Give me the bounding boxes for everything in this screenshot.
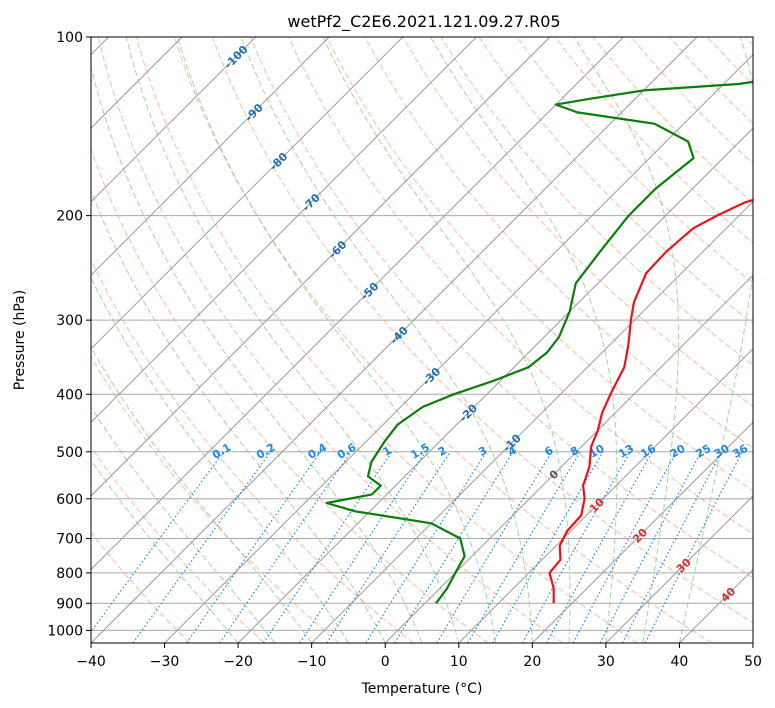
isotherm-line <box>458 348 753 643</box>
dry-adiabat-line <box>135 37 638 643</box>
mixing-ratio-line <box>326 451 451 643</box>
moist-adiabat-line <box>91 189 386 643</box>
mixing-ratio-line <box>262 451 393 643</box>
y-tick-label: 400 <box>56 387 83 403</box>
isotherm-line <box>91 37 404 350</box>
dry-adiabat-line <box>516 37 753 284</box>
dry-adiabat-line <box>173 37 713 643</box>
y-tick-label: 600 <box>56 492 83 508</box>
isotherm-line <box>91 37 551 497</box>
mixing-ratio-line <box>219 451 352 643</box>
y-tick-label: 300 <box>56 313 83 329</box>
plot-frame <box>90 36 754 644</box>
x-tick-label: −40 <box>76 654 106 670</box>
y-tick-label: 200 <box>56 209 83 225</box>
axes: −40 −30 −20 −10 0 10 20 30 40 50 100 200 300 400 500 60… <box>47 30 762 670</box>
isotherm-line <box>237 127 753 643</box>
dewpoint-profile-line <box>325 80 753 604</box>
mixing-ratio-line <box>186 451 321 643</box>
mixing-ratio-line <box>299 451 426 643</box>
isotherm-line <box>91 37 698 643</box>
dry-adiabat-line <box>326 37 753 492</box>
dry-adiabat-line <box>91 355 340 643</box>
moist-adiabat-line <box>91 64 423 643</box>
isotherm-line <box>164 53 753 643</box>
mixing-ratio-line <box>436 451 553 643</box>
x-tick-label: −30 <box>150 654 180 670</box>
x-tick-label: −20 <box>223 654 253 670</box>
y-axis-title: Pressure (hPa) <box>12 290 28 390</box>
mixing-ratio-line <box>91 451 225 633</box>
x-tick-label: 40 <box>671 654 689 670</box>
isotherm-line <box>91 37 624 571</box>
y-tick-label: 800 <box>56 566 83 582</box>
dry-adiabat-line <box>211 37 753 624</box>
mixing-ratio-line <box>521 451 631 643</box>
dry-adiabat-line <box>91 148 489 643</box>
moist-adiabat-line <box>322 37 571 643</box>
mixing-ratio-line <box>365 451 487 643</box>
dry-adiabat-line <box>91 445 265 643</box>
y-tick-label: 1000 <box>47 623 83 639</box>
moist-adiabat-line <box>573 37 679 643</box>
isotherm-line <box>91 37 330 276</box>
x-tick-label: 30 <box>597 654 615 670</box>
y-tick-label: 700 <box>56 532 83 548</box>
x-tick-label: 20 <box>523 654 541 670</box>
moist-adiabat-line <box>125 37 460 643</box>
y-tick-label: 900 <box>56 596 83 612</box>
x-tick-label: 0 <box>381 654 390 670</box>
isotherm-line <box>531 421 753 643</box>
mixing-ratio-line <box>132 451 272 643</box>
y-tick-label: 100 <box>56 30 83 46</box>
moist-adiabat-line <box>240 37 533 643</box>
isotherm-line <box>384 274 753 643</box>
x-tick-label: 10 <box>450 654 468 670</box>
dry-adiabat-line <box>91 531 191 643</box>
chart-title: wetPf2_C2E6.2021.121.09.27.R05 <box>287 12 560 32</box>
y-tick-label: 500 <box>56 445 83 461</box>
temperature-profile-line <box>548 198 753 604</box>
isotherm-line <box>91 37 477 424</box>
dry-adiabat-line <box>440 37 753 366</box>
isotherm-line <box>91 37 257 203</box>
moist-adiabat-line <box>91 406 276 643</box>
moist-adiabat-line <box>91 459 239 643</box>
moist-adiabat-line <box>91 276 349 643</box>
x-axis-title: Temperature (°C) <box>361 681 483 697</box>
isotherm-line <box>605 495 753 643</box>
dry-adiabat-line <box>97 37 563 643</box>
moist-adiabat-line <box>176 37 497 643</box>
x-tick-label: 50 <box>744 654 762 670</box>
mixing-ratio-line <box>572 451 678 643</box>
x-tick-label: −10 <box>297 654 327 670</box>
dry-adiabat-line <box>288 37 753 535</box>
moist-adiabat-line <box>678 37 753 643</box>
dry-adiabat-line <box>402 37 753 407</box>
mixing-ratio-line <box>599 451 702 643</box>
isotherm-line <box>311 200 753 643</box>
moist-adiabat-line <box>91 346 313 643</box>
mixing-ratio-line <box>546 451 653 643</box>
dry-adiabat-line <box>249 37 753 579</box>
moist-adiabat-line <box>430 37 618 643</box>
